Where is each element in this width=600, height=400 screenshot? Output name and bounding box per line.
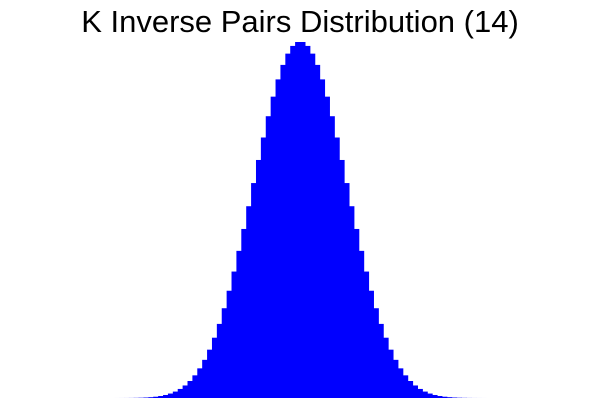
- bar-k-63: [383, 337, 389, 398]
- bar-k-67: [402, 375, 409, 398]
- bar-k-56: [348, 206, 355, 398]
- bar-k-70: [417, 388, 423, 398]
- bar-k-36: [251, 183, 257, 398]
- bar-k-60: [368, 290, 374, 398]
- bars-group: [114, 42, 487, 399]
- bar-k-64: [388, 349, 394, 398]
- bar-k-15: [148, 397, 154, 398]
- bar-k-47: [304, 45, 311, 399]
- bar-k-68: [407, 381, 414, 398]
- bar-k-51: [324, 96, 330, 399]
- bar-k-37: [255, 159, 262, 398]
- bar-k-44: [290, 45, 296, 399]
- chart-title: K Inverse Pairs Distribution (14): [81, 4, 519, 39]
- bar-k-28: [211, 337, 218, 398]
- bar-k-26: [202, 359, 208, 398]
- bar-k-17: [158, 396, 164, 398]
- bar-k-59: [363, 271, 370, 398]
- bar-k-29: [216, 323, 223, 398]
- bar-k-57: [353, 228, 360, 398]
- bar-k-19: [167, 393, 174, 398]
- bar-k-24: [192, 375, 198, 398]
- bar-k-69: [412, 385, 418, 398]
- bar-k-23: [187, 381, 193, 398]
- bar-k-32: [231, 271, 238, 398]
- bar-k-75: [441, 396, 448, 398]
- bar-k-58: [358, 250, 365, 398]
- bar-k-27: [207, 349, 213, 398]
- bar-k-48: [309, 53, 316, 398]
- bar-k-72: [427, 393, 433, 398]
- bar-k-46: [300, 42, 306, 398]
- bar-k-20: [172, 391, 179, 398]
- bar-k-25: [197, 368, 203, 398]
- bar-k-41: [275, 79, 282, 398]
- bar-k-22: [182, 385, 189, 398]
- bar-k-74: [436, 396, 443, 398]
- bar-k-66: [397, 368, 404, 398]
- bar-k-62: [378, 323, 384, 398]
- bar-k-45: [295, 42, 301, 398]
- bar-k-40: [270, 96, 277, 399]
- bar-k-35: [246, 206, 252, 398]
- bar-k-52: [329, 116, 335, 399]
- bar-k-33: [236, 250, 242, 398]
- bar-k-71: [422, 391, 428, 398]
- bar-k-18: [163, 394, 169, 398]
- bar-k-54: [339, 159, 345, 398]
- bar-k-21: [177, 388, 184, 398]
- bar-k-38: [260, 137, 267, 398]
- bar-k-55: [344, 183, 350, 398]
- bar-k-53: [334, 137, 340, 398]
- bar-k-39: [265, 116, 272, 399]
- bar-k-30: [221, 308, 228, 398]
- bar-k-76: [446, 397, 453, 398]
- bar-k-61: [373, 308, 379, 398]
- bar-k-50: [319, 79, 326, 398]
- bar-k-16: [153, 396, 159, 398]
- bar-k-34: [241, 228, 247, 398]
- bar-k-42: [280, 64, 286, 399]
- bar-k-43: [285, 53, 291, 398]
- bar-k-31: [226, 290, 233, 398]
- bar-k-65: [392, 359, 399, 398]
- bar-k-49: [314, 64, 321, 399]
- bar-k-73: [432, 394, 438, 398]
